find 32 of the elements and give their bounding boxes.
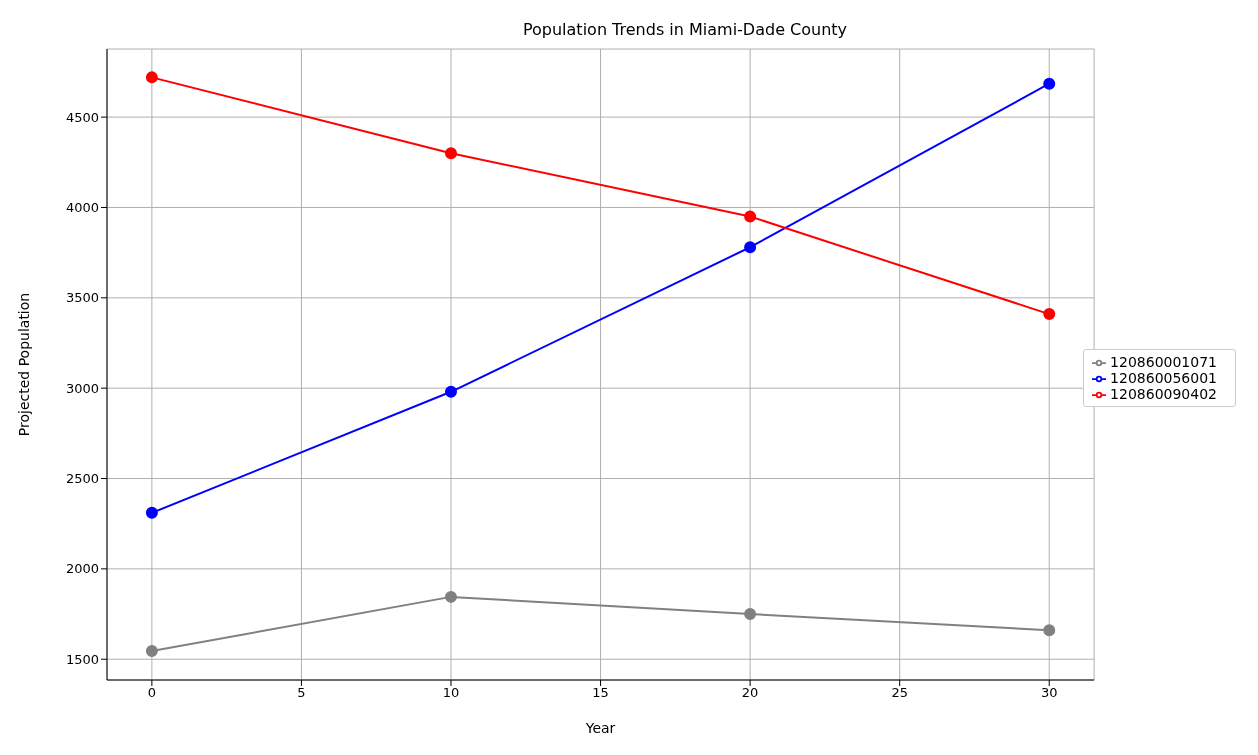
y-axis-title: Projected Population bbox=[15, 292, 32, 437]
point bbox=[444, 385, 457, 398]
chart-title: Population Trends in Miami-Dade County bbox=[521, 20, 849, 39]
y-tick-label: 3500 bbox=[65, 290, 99, 306]
y-tick-label: 3000 bbox=[65, 380, 99, 396]
point bbox=[744, 210, 757, 223]
x-tick-label: 0 bbox=[147, 685, 157, 701]
x-tick-label: 20 bbox=[741, 685, 759, 701]
x-tick-label: 10 bbox=[442, 685, 460, 701]
x-axis-title: Year bbox=[584, 720, 616, 736]
x-tick-label: 5 bbox=[297, 685, 306, 701]
y-tick-label: 4500 bbox=[65, 109, 99, 125]
y-tick-label: 4000 bbox=[65, 200, 99, 216]
y-tick-label: 2000 bbox=[65, 561, 99, 577]
y-tick-label: 2500 bbox=[65, 471, 99, 487]
point bbox=[444, 590, 457, 603]
point bbox=[1043, 308, 1056, 321]
legend-label: 120860056001 bbox=[1110, 369, 1217, 386]
point bbox=[744, 241, 757, 254]
x-tick-label: 15 bbox=[592, 685, 609, 701]
y-tick-label: 1500 bbox=[65, 651, 99, 667]
point bbox=[444, 147, 457, 160]
legend-label: 120860090402 bbox=[1110, 385, 1217, 402]
x-tick-label: 25 bbox=[891, 685, 908, 701]
point bbox=[744, 608, 757, 621]
point bbox=[1043, 624, 1056, 637]
point bbox=[145, 71, 158, 84]
x-tick-label: 30 bbox=[1040, 685, 1058, 701]
point bbox=[1043, 77, 1056, 90]
point bbox=[145, 645, 158, 658]
point bbox=[145, 506, 158, 519]
legend-label: 120860001071 bbox=[1110, 353, 1217, 370]
